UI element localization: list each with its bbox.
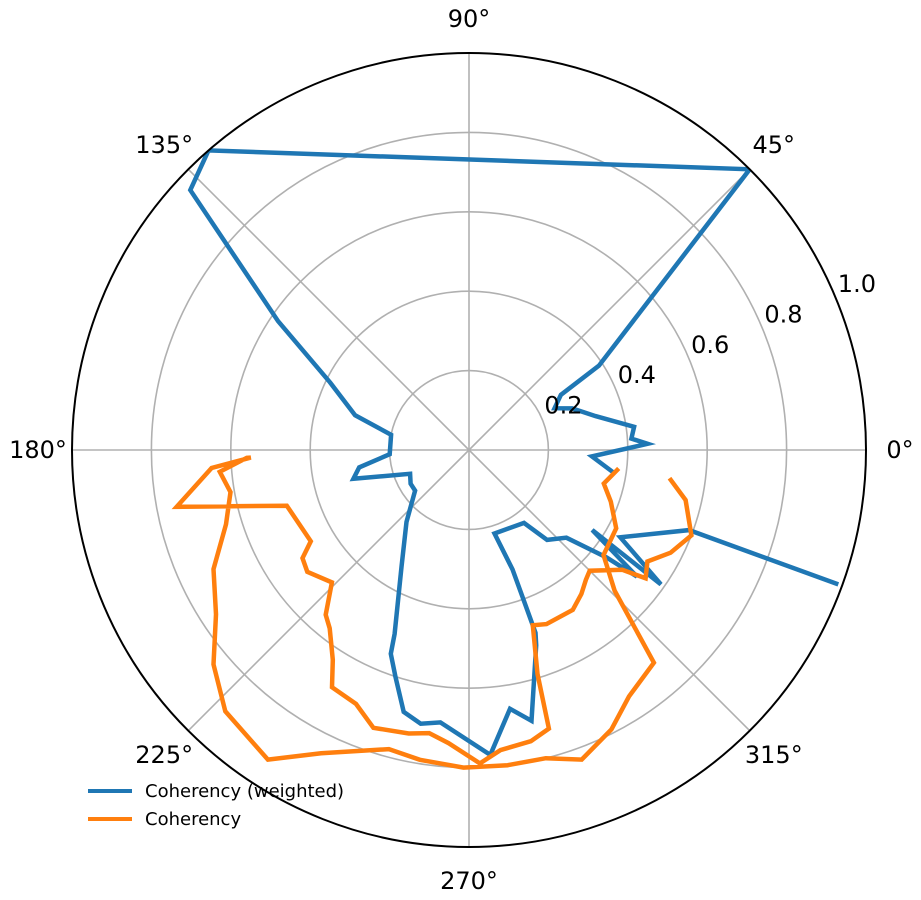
theta-tick-label: 315° <box>745 741 803 769</box>
theta-gridline <box>468 168 751 451</box>
legend: Coherency (weighted) Coherency <box>88 781 344 830</box>
theta-tick-label: 45° <box>753 131 796 159</box>
theta-tick-label: 225° <box>135 741 193 769</box>
r-tick-label: 0.8 <box>764 301 802 329</box>
r-gridline <box>230 211 708 689</box>
theta-tick-label: 135° <box>135 131 193 159</box>
r-tick-label: 1.0 <box>838 270 876 298</box>
theta-tick-label: 0° <box>886 436 913 464</box>
legend-label-coherency-weighted: Coherency (weighted) <box>145 781 344 802</box>
legend-label-coherency: Coherency <box>145 809 241 830</box>
axis-labels: 0° 45° 90° 135° 180° 225° 270° 315° 0.2 0.4 0.6 0.8… <box>9 5 914 895</box>
theta-tick-label: 180° <box>9 436 67 464</box>
theta-gridline <box>187 168 470 451</box>
polar-outer-circle <box>71 52 867 848</box>
r-tick-label: 0.2 <box>544 392 582 420</box>
theta-tick-label: 90° <box>448 5 491 33</box>
polar-frame <box>71 52 867 848</box>
r-tick-label: 0.6 <box>691 331 729 359</box>
theta-gridline <box>468 449 751 732</box>
r-tick-label: 0.4 <box>618 361 656 389</box>
theta-tick-label: 270° <box>440 867 498 895</box>
series-line-coherency <box>171 455 694 770</box>
series-layer <box>171 148 840 770</box>
series-line-coherency-weighted <box>187 148 840 759</box>
